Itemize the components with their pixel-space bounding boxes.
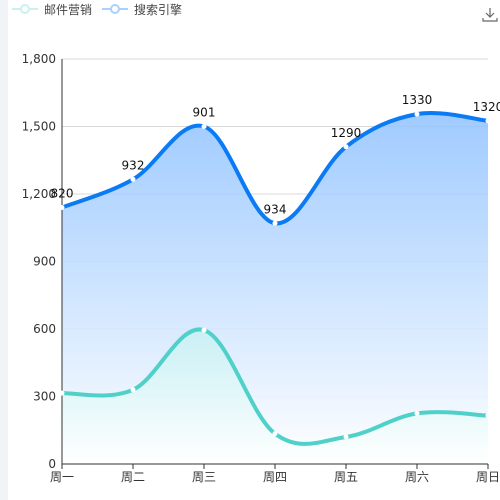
data-label: 820	[51, 187, 74, 201]
data-point[interactable]	[59, 205, 65, 210]
data-label: 932	[122, 158, 145, 172]
x-tick-label: 周三	[192, 470, 216, 484]
data-label: 1330	[402, 93, 433, 107]
data-label: 934	[264, 202, 287, 216]
x-tick-label: 周六	[405, 470, 429, 484]
y-tick-label: 300	[33, 390, 56, 404]
data-point[interactable]	[130, 176, 136, 182]
legend-label-search: 搜索引擎	[134, 2, 183, 17]
data-point[interactable]	[201, 327, 207, 333]
y-tick-label: 1,500	[22, 120, 56, 134]
y-tick-label: 1,200	[22, 187, 56, 201]
data-point[interactable]	[272, 220, 278, 226]
download-icon[interactable]	[482, 7, 498, 23]
data-label: 901	[193, 106, 216, 120]
data-point[interactable]	[343, 144, 349, 150]
data-label: 1320	[473, 100, 500, 114]
x-tick-label: 周日	[476, 470, 500, 484]
series-area	[62, 329, 488, 464]
x-tick-label: 周二	[121, 470, 145, 484]
data-point[interactable]	[272, 431, 278, 437]
legend-item-email[interactable]: 邮件营销	[12, 1, 92, 18]
data-point[interactable]	[485, 413, 491, 419]
data-point[interactable]	[201, 124, 207, 129]
legend-label-email: 邮件营销	[44, 2, 93, 17]
data-point[interactable]	[59, 390, 65, 396]
data-point[interactable]	[414, 410, 420, 416]
legend-line-icon	[102, 4, 129, 14]
legend-line-icon	[12, 4, 38, 14]
x-tick-label: 周四	[263, 470, 287, 484]
data-point[interactable]	[414, 111, 420, 117]
chart-legend: 邮件营销 搜索引擎	[12, 0, 182, 18]
y-tick-label: 0	[48, 457, 56, 471]
data-point[interactable]	[485, 118, 491, 124]
data-point[interactable]	[130, 387, 136, 393]
y-tick-label: 900	[33, 255, 56, 269]
legend-item-search[interactable]: 搜索引擎	[102, 1, 182, 18]
y-tick-label: 600	[33, 322, 56, 336]
data-point[interactable]	[343, 434, 349, 440]
left-panel-edge	[0, 0, 8, 500]
x-tick-label: 周一	[50, 470, 74, 484]
y-tick-label: 1,800	[22, 52, 56, 66]
x-tick-label: 周五	[334, 470, 358, 484]
data-label: 1290	[331, 126, 362, 140]
